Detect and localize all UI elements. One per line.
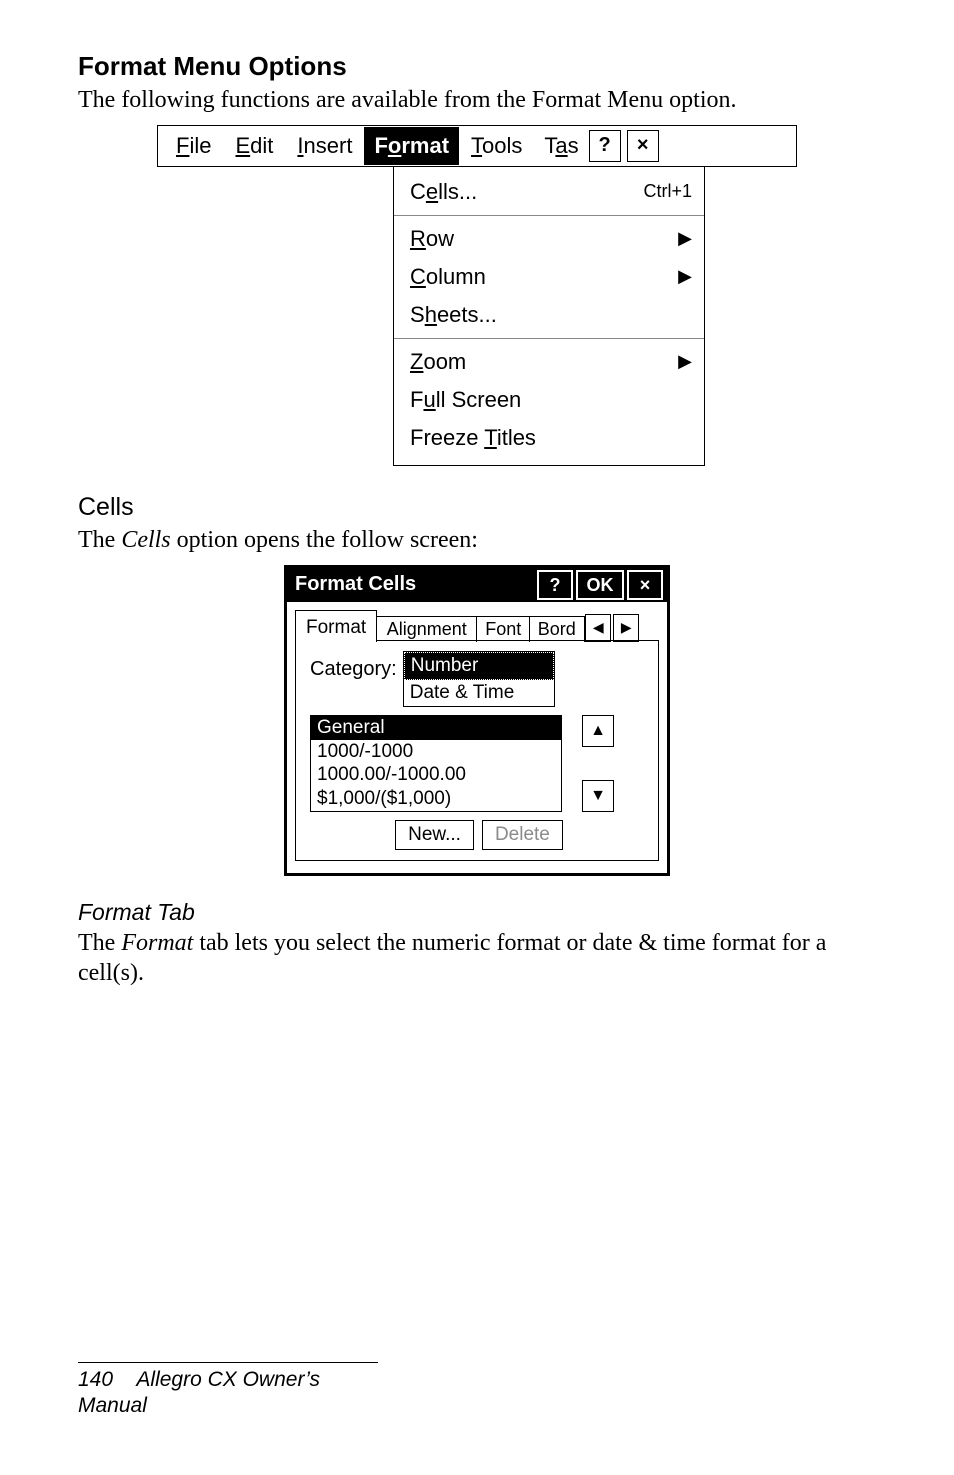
tab-format[interactable]: Format <box>295 610 377 642</box>
tab-scroll-left-button[interactable]: ◀ <box>585 614 611 642</box>
menu-separator <box>394 338 704 339</box>
help-button[interactable]: ? <box>589 130 621 162</box>
format-cells-dialog: Format Cells ? OK × Format Alignment Fon… <box>284 565 670 876</box>
submenu-arrow-icon: ▶ <box>674 350 692 373</box>
menu-file[interactable]: File <box>164 127 223 165</box>
category-list[interactable]: Number Date & Time <box>403 651 555 707</box>
menu-task[interactable]: Tas <box>534 127 584 165</box>
scroll-up-button[interactable]: ▲ <box>582 715 614 747</box>
menu-insert[interactable]: Insert <box>285 127 364 165</box>
dialog-titlebar: Format Cells ? OK × <box>287 568 667 602</box>
dialog-ok-button[interactable]: OK <box>576 570 624 600</box>
intro-text: The following functions are available fr… <box>78 85 876 115</box>
tab-border[interactable]: Bord <box>529 616 585 642</box>
dialog-close-button[interactable]: × <box>627 570 663 600</box>
cells-intro-text: The Cells option opens the follow screen… <box>78 525 876 555</box>
section-heading: Format Menu Options <box>78 50 876 83</box>
shortcut-label: Ctrl+1 <box>643 180 692 203</box>
format-tab-text: The Format tab lets you select the numer… <box>78 928 876 988</box>
new-format-button[interactable]: New... <box>395 820 474 850</box>
submenu-arrow-icon: ▶ <box>674 227 692 250</box>
tab-alignment[interactable]: Alignment <box>376 616 478 642</box>
menu-item-row[interactable]: Row ▶ <box>394 220 704 258</box>
format-list[interactable]: General 1000/-1000 1000.00/-1000.00 $1,0… <box>310 715 562 812</box>
menu-tools[interactable]: Tools <box>459 127 534 165</box>
page-number: 140 <box>78 1368 113 1391</box>
menu-item-cells[interactable]: Cells... Ctrl+1 <box>394 173 704 211</box>
menu-screenshot: File Edit Insert Format Tools Tas ? × Ce… <box>157 125 797 466</box>
dialog-help-button[interactable]: ? <box>537 570 573 600</box>
tab-panel-format: Category: Number Date & Time General 100… <box>295 640 659 860</box>
menu-format[interactable]: Format <box>364 127 459 165</box>
menu-item-freeze-titles[interactable]: Freeze Titles <box>394 419 704 457</box>
format-option-general[interactable]: General <box>311 716 561 740</box>
category-option-number[interactable]: Number <box>404 652 554 680</box>
category-label: Category: <box>310 651 403 682</box>
submenu-arrow-icon: ▶ <box>674 265 692 288</box>
format-option[interactable]: $1,000/($1,000) <box>311 787 561 811</box>
delete-format-button: Delete <box>482 820 563 850</box>
menu-item-sheets[interactable]: Sheets... <box>394 296 704 334</box>
subsection-heading-cells: Cells <box>78 492 876 523</box>
menu-item-column[interactable]: Column ▶ <box>394 258 704 296</box>
tab-scroll-right-button[interactable]: ▶ <box>613 614 639 642</box>
menu-bar: File Edit Insert Format Tools Tas ? × <box>157 125 797 167</box>
format-dropdown: Cells... Ctrl+1 Row ▶ Column ▶ Sheets...… <box>393 167 705 466</box>
format-option[interactable]: 1000/-1000 <box>311 740 561 764</box>
menu-item-zoom[interactable]: Zoom ▶ <box>394 343 704 381</box>
menu-item-full-screen[interactable]: Full Screen <box>394 381 704 419</box>
dialog-tabstrip: Format Alignment Font Bord ◀ ▶ <box>295 608 659 642</box>
menu-separator <box>394 215 704 216</box>
subsection-heading-format-tab: Format Tab <box>78 898 876 927</box>
tab-font[interactable]: Font <box>476 616 530 642</box>
dialog-title: Format Cells <box>295 572 534 597</box>
manual-title: Allegro CX Owner’s Manual <box>78 1368 320 1417</box>
category-option-datetime[interactable]: Date & Time <box>404 680 554 706</box>
menu-edit[interactable]: Edit <box>223 127 285 165</box>
close-button[interactable]: × <box>627 130 659 162</box>
page-footer: 140 Allegro CX Owner’s Manual <box>78 1362 378 1420</box>
format-option[interactable]: 1000.00/-1000.00 <box>311 763 561 787</box>
scroll-down-button[interactable]: ▼ <box>582 780 614 812</box>
